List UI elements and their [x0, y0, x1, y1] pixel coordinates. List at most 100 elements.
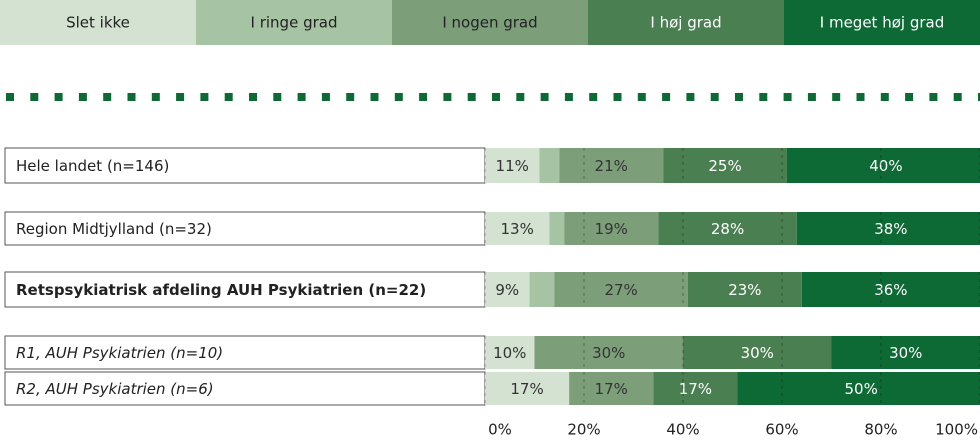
- bar-segment: [485, 372, 570, 405]
- row-label: Retspsykiatrisk afdeling AUH Psykiatrien…: [16, 281, 426, 299]
- data-label: 9%: [495, 281, 519, 299]
- x-tick-label: 0%: [488, 421, 512, 439]
- legend-label: I høj grad: [650, 14, 721, 32]
- data-label: 30%: [592, 344, 625, 362]
- legend-label: I ringe grad: [251, 14, 338, 32]
- data-label: 23%: [728, 281, 761, 299]
- data-label: 28%: [711, 220, 744, 238]
- separator-dot: [905, 93, 914, 101]
- data-label: 17%: [679, 380, 712, 398]
- data-label: 30%: [889, 344, 922, 362]
- x-tick-label: 80%: [864, 421, 897, 439]
- separator-dot: [564, 93, 573, 101]
- row-label: R1, AUH Psykiatrien (n=10): [16, 344, 223, 362]
- separator-dot: [807, 93, 816, 101]
- separator-dot: [224, 93, 233, 101]
- bar-segment: [485, 336, 535, 369]
- legend-swatch: [588, 0, 784, 45]
- separator-dot: [710, 93, 719, 101]
- separator-dot: [759, 93, 768, 101]
- data-label: 25%: [708, 157, 741, 175]
- separator-dot: [589, 93, 598, 101]
- bar-segment: [539, 148, 560, 183]
- separator-dot: [686, 93, 695, 101]
- bar-segment: [737, 372, 980, 405]
- separator-dot: [880, 93, 889, 101]
- separator-dot: [613, 93, 622, 101]
- x-tick-label: 100%: [935, 421, 978, 439]
- separator-dot: [783, 93, 792, 101]
- data-label: 19%: [595, 220, 628, 238]
- row-label-box: [4, 271, 486, 308]
- separator-dot: [103, 93, 112, 101]
- separator-dot: [662, 93, 671, 101]
- separator-dot: [30, 93, 39, 101]
- separator-dot: [370, 93, 379, 101]
- legend-swatch: [392, 0, 588, 45]
- separator-dot: [273, 93, 282, 101]
- bar-segment: [663, 148, 787, 183]
- data-label: 17%: [510, 380, 543, 398]
- legend-swatch: [784, 0, 980, 45]
- data-label: 40%: [869, 157, 902, 175]
- row-label-box: [4, 147, 486, 184]
- bar-segment: [485, 212, 550, 245]
- bar-segment: [658, 212, 797, 245]
- separator-dot: [297, 93, 306, 101]
- bar-segment: [485, 148, 540, 183]
- separator-dot: [78, 93, 87, 101]
- bar-segment: [564, 212, 659, 245]
- bar-segment: [687, 272, 802, 307]
- separator-dot: [953, 93, 962, 101]
- separator-dot: [637, 93, 646, 101]
- bar-segment: [786, 148, 980, 183]
- legend-swatch: [0, 0, 196, 45]
- separator-dot: [516, 93, 525, 101]
- data-label: 11%: [496, 157, 529, 175]
- legend-label: I meget høj grad: [820, 14, 944, 32]
- bar-segment: [569, 372, 654, 405]
- separator-dot: [394, 93, 403, 101]
- bar-segment: [559, 148, 664, 183]
- separator-dot: [200, 93, 209, 101]
- bar-segment: [683, 336, 832, 369]
- row-label-box: [4, 335, 486, 370]
- separator-dot: [832, 93, 841, 101]
- x-tick-label: 40%: [666, 421, 699, 439]
- x-tick-label: 60%: [765, 421, 798, 439]
- separator-dot: [151, 93, 160, 101]
- bar-segment: [534, 336, 683, 369]
- legend-swatch: [196, 0, 392, 45]
- separator-dot: [856, 93, 865, 101]
- data-label: 36%: [874, 281, 907, 299]
- bar-segment: [801, 272, 980, 307]
- data-label: 30%: [741, 344, 774, 362]
- row-label: Region Midtjylland (n=32): [16, 220, 212, 238]
- bar-segment: [485, 272, 530, 307]
- bar-segment: [653, 372, 738, 405]
- separator-dot: [735, 93, 743, 101]
- bar-segment: [529, 272, 555, 307]
- separator-dot: [467, 93, 476, 101]
- row-label: R2, AUH Psykiatrien (n=6): [16, 380, 214, 398]
- separator-dot: [929, 93, 938, 101]
- data-label: 38%: [874, 220, 907, 238]
- data-label: 17%: [595, 380, 628, 398]
- legend-label: I nogen grad: [442, 14, 537, 32]
- separator-dot: [6, 93, 14, 101]
- separator-dot: [127, 93, 136, 101]
- separator-dot: [419, 93, 428, 101]
- separator-dot: [249, 93, 257, 101]
- separator-dot: [443, 93, 452, 101]
- bar-segment: [554, 272, 688, 307]
- data-label: 27%: [604, 281, 637, 299]
- separator-dot: [978, 93, 980, 101]
- data-label: 13%: [501, 220, 534, 238]
- separator-dot: [54, 93, 63, 101]
- separator-dot: [346, 93, 355, 101]
- data-label: 50%: [845, 380, 878, 398]
- bar-segment: [796, 212, 980, 245]
- legend-label: Slet ikke: [66, 14, 130, 32]
- bar-segment: [549, 212, 565, 245]
